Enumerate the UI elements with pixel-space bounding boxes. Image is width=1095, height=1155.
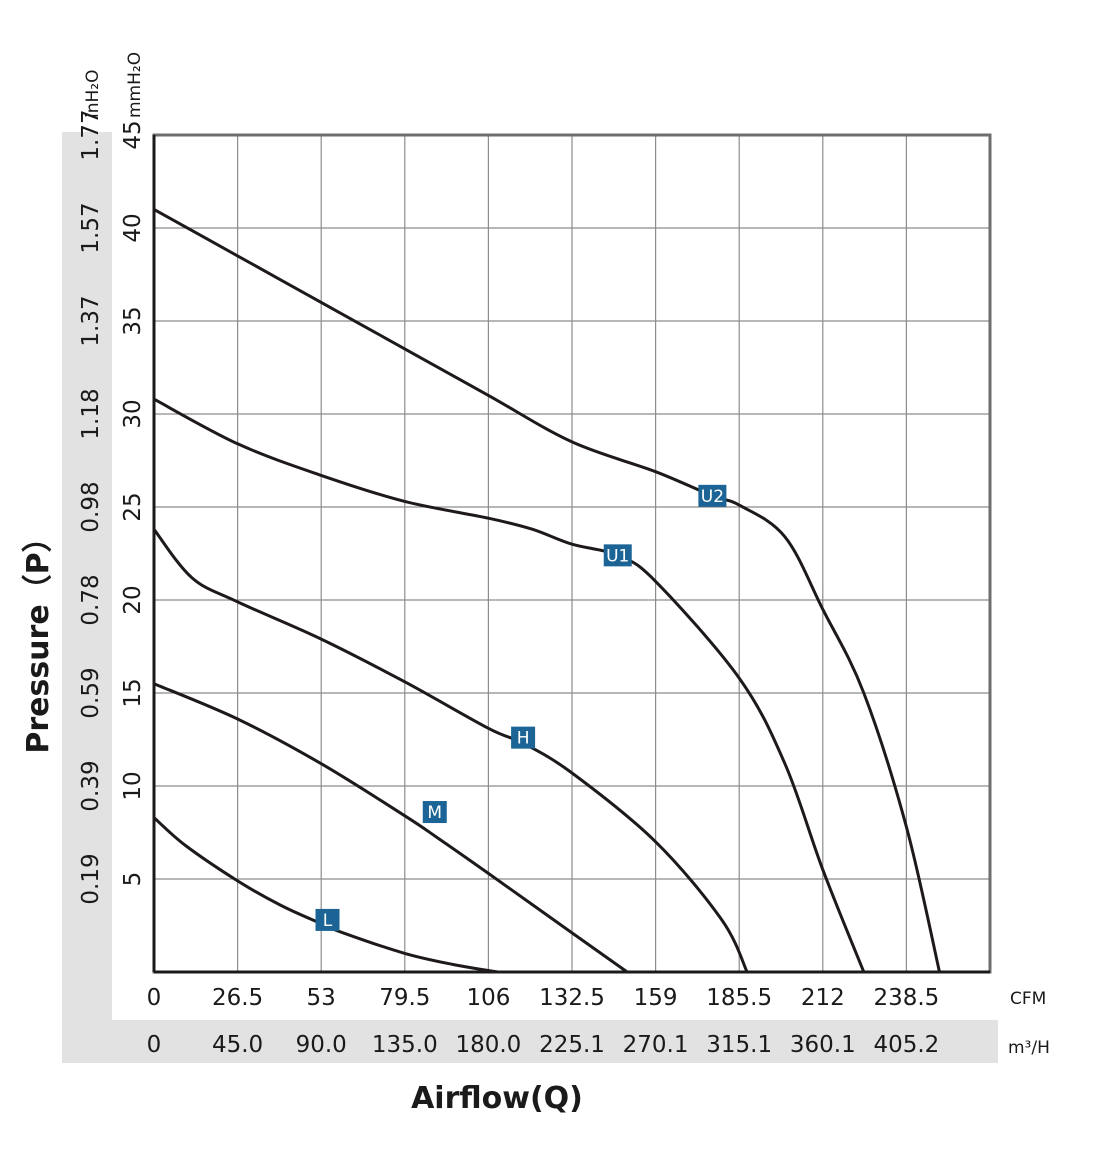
curve-label-box bbox=[511, 726, 536, 749]
x-tick-label: 132.5 bbox=[539, 985, 605, 1011]
m3h-axis-band bbox=[62, 1020, 998, 1063]
x-tick-label: 212 bbox=[801, 985, 845, 1011]
x-tick-label: 106 bbox=[466, 985, 510, 1011]
x-axis-title: Airflow(Q) bbox=[411, 1081, 583, 1116]
y2-tick-label: 0.39 bbox=[78, 760, 104, 811]
y2-unit-label: inH₂O bbox=[83, 70, 103, 118]
x-tick-label: 0 bbox=[147, 985, 162, 1011]
y2-tick-label: 1.77 bbox=[78, 109, 104, 160]
y-axis-title: Pressure（P） bbox=[21, 522, 56, 753]
curve-label-m: M bbox=[422, 801, 447, 824]
curve-labels: L M H U1 U2 bbox=[315, 484, 727, 931]
x2-tick-label: 270.1 bbox=[623, 1032, 689, 1058]
curve-label-text: U1 bbox=[606, 546, 629, 566]
curve-h bbox=[152, 527, 749, 974]
curve-label-l: L bbox=[315, 908, 340, 931]
x2-tick-label: 405.2 bbox=[873, 1032, 939, 1058]
inh2o-axis-band bbox=[62, 132, 112, 1063]
curve-m bbox=[152, 682, 629, 974]
tick-labels: 0 26.5 53 79.5 106 132.5 159 185.5 212 238.5 0 45.0… bbox=[78, 109, 939, 1058]
y-tick-label: 20 bbox=[120, 585, 146, 614]
x-tick-label: 53 bbox=[307, 985, 336, 1011]
y-tick-label: 40 bbox=[120, 213, 146, 242]
x-tick-label: 159 bbox=[634, 985, 678, 1011]
y2-tick-label: 0.98 bbox=[78, 481, 104, 532]
x2-tick-label: 360.1 bbox=[790, 1032, 856, 1058]
axis-shaded-bands bbox=[62, 132, 998, 1063]
grid bbox=[152, 133, 992, 974]
x2-tick-label: 135.0 bbox=[372, 1032, 438, 1058]
y2-tick-label: 0.19 bbox=[78, 853, 104, 904]
x2-tick-label: 0 bbox=[147, 1032, 162, 1058]
y2-tick-label: 0.78 bbox=[78, 574, 104, 625]
x-tick-label: 26.5 bbox=[212, 985, 263, 1011]
y-unit-label: mmH₂O bbox=[125, 52, 145, 118]
x2-tick-label: 315.1 bbox=[706, 1032, 772, 1058]
curve-label-text: L bbox=[323, 911, 333, 931]
y-tick-label: 25 bbox=[120, 492, 146, 521]
y-tick-label: 15 bbox=[120, 678, 146, 707]
x-unit-label: CFM bbox=[1010, 989, 1046, 1009]
x-tick-label: 79.5 bbox=[379, 985, 430, 1011]
curve-label-text: M bbox=[427, 803, 442, 823]
x2-tick-label: 45.0 bbox=[212, 1032, 263, 1058]
y-tick-label: 35 bbox=[120, 306, 146, 335]
y2-tick-label: 1.57 bbox=[78, 202, 104, 253]
curve-label-box bbox=[603, 544, 632, 567]
y2-tick-label: 0.59 bbox=[78, 667, 104, 718]
x2-tick-label: 90.0 bbox=[296, 1032, 347, 1058]
y-tick-label: 45 bbox=[120, 120, 146, 149]
x-tick-label: 185.5 bbox=[706, 985, 772, 1011]
curve-label-text: H bbox=[517, 729, 530, 749]
curve-l bbox=[152, 816, 500, 974]
curve-label-box bbox=[698, 484, 727, 507]
x-tick-label: 238.5 bbox=[873, 985, 939, 1011]
y2-tick-label: 1.37 bbox=[78, 295, 104, 346]
curve-label-u2: U2 bbox=[698, 484, 727, 507]
curve-label-u1: U1 bbox=[603, 544, 632, 567]
y2-tick-label: 1.18 bbox=[78, 388, 104, 439]
y-tick-label: 5 bbox=[120, 872, 146, 887]
x2-tick-label: 180.0 bbox=[455, 1032, 521, 1058]
curve-u1 bbox=[152, 397, 866, 974]
x2-unit-label: m³/H bbox=[1008, 1038, 1050, 1058]
performance-curves bbox=[152, 207, 941, 974]
y-tick-label: 30 bbox=[120, 399, 146, 428]
y-tick-label: 10 bbox=[120, 771, 146, 800]
curve-u2 bbox=[152, 207, 941, 974]
curve-label-h: H bbox=[511, 726, 536, 749]
curve-label-text: U2 bbox=[701, 487, 724, 507]
curve-label-box bbox=[315, 908, 340, 931]
curve-label-box bbox=[422, 801, 447, 824]
x2-tick-label: 225.1 bbox=[539, 1032, 605, 1058]
